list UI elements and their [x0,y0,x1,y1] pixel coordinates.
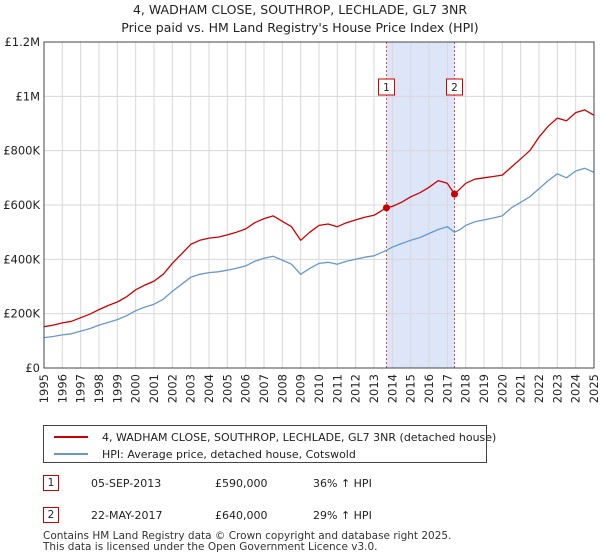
chart-subtitle: Price paid vs. HM Land Registry's House … [121,20,478,35]
x-tick-label: 1995 [37,374,51,403]
sale-point-1 [382,204,390,212]
x-tick-label: 2003 [184,374,198,403]
sale-hpi-2: 29% ↑ HPI [313,509,372,522]
sale-label-2: 2 [451,82,458,94]
x-tick-label: 2015 [404,374,418,403]
x-tick-label: 2010 [312,374,326,403]
x-tick-label: 2007 [257,374,271,403]
y-tick-label: £400K [3,252,40,266]
x-tick-label: 2021 [514,374,528,403]
x-tick-label: 2023 [550,374,564,403]
sale-point-2 [450,190,458,198]
legend-item-property: 4, WADHAM CLOSE, SOUTHROP, LECHLADE, GL7… [54,429,496,445]
footer: Contains HM Land Registry data © Crown c… [43,531,451,553]
x-tick-label: 2004 [202,374,216,403]
sale-badge-1: 1 [43,475,59,491]
x-tick-label: 2022 [532,374,546,403]
x-tick-label: 2002 [165,374,179,403]
y-tick-label: £1.2M [4,35,40,49]
x-tick-label: 2018 [459,374,473,403]
sale-badge-2: 2 [43,507,59,523]
x-tick-label: 2001 [147,374,161,403]
property-series-line [43,109,595,328]
footer-line-1: Contains HM Land Registry data © Crown c… [43,530,452,542]
sale-hpi-1: 36% ↑ HPI [313,477,372,490]
y-tick-label: £200K [3,307,40,321]
x-tick-label: 2011 [330,374,344,403]
x-tick-label: 2013 [367,374,381,403]
sale-date-2: 22-MAY-2017 [91,509,163,522]
x-tick-label: 2014 [385,374,399,403]
legend-item-hpi: HPI: Average price, detached house, Cots… [54,446,356,462]
sale-price-1: £590,000 [215,477,268,490]
legend-swatch-property [54,436,88,438]
footer-line-2: This data is licensed under the Open Gov… [43,541,378,553]
x-tick-label: 2020 [495,374,509,403]
x-tick-label: 2000 [129,374,143,403]
x-tick-label: 2012 [349,374,363,403]
x-tick-label: 2019 [477,374,491,403]
hpi-series-line [43,167,595,339]
x-tick-label: 2009 [294,374,308,403]
legend: 4, WADHAM CLOSE, SOUTHROP, LECHLADE, GL7… [43,425,496,463]
x-tick-label: 1999 [110,374,124,403]
x-tick-label: 2017 [440,374,454,403]
x-tick-label: 2008 [275,374,289,403]
legend-swatch-hpi [54,453,88,455]
x-tick-label: 1996 [55,374,69,403]
sale-label-box-1 [377,78,395,96]
y-tick-label: £0 [25,361,40,375]
x-tick-label: 2024 [569,374,583,403]
sale-date-1: 05-SEP-2013 [91,477,162,490]
sale-label-1: 1 [383,82,390,94]
sale-label-box-2 [445,78,463,96]
y-tick-label: £800K [3,144,40,158]
sale-price-2: £640,000 [215,509,268,522]
price-chart: 4, WADHAM CLOSE, SOUTHROP, LECHLADE, GL7… [3,2,600,403]
plot-frame [43,41,595,369]
x-tick-label: 2005 [220,374,234,403]
x-tick-label: 2025 [587,374,600,403]
x-tick-label: 1997 [74,374,88,403]
x-tick-label: 1998 [92,374,106,403]
chart-title: 4, WADHAM CLOSE, SOUTHROP, LECHLADE, GL7… [133,2,467,17]
y-tick-label: £1M [15,89,40,103]
legend-label-property: 4, WADHAM CLOSE, SOUTHROP, LECHLADE, GL7… [102,430,497,444]
x-tick-label: 2006 [239,374,253,403]
legend-label-hpi: HPI: Average price, detached house, Cots… [102,447,356,461]
x-tick-label: 2016 [422,374,436,403]
y-tick-label: £600K [3,198,40,212]
